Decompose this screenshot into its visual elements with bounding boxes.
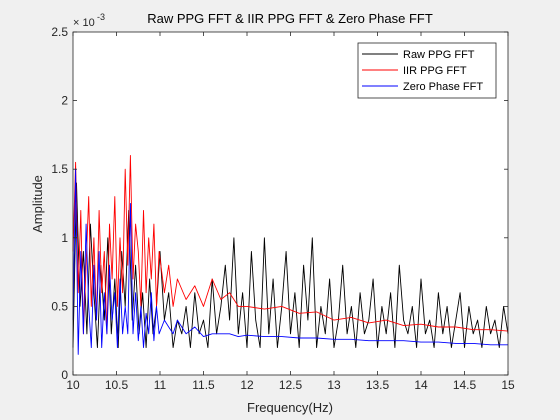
y-tick-label: 1.5 [51, 162, 68, 176]
series-line-zero-phase-fft [72, 168, 508, 355]
x-tick-label: 13.5 [366, 378, 390, 392]
y-axis-label: Amplitude [30, 175, 45, 233]
x-axis-label: Frequency(Hz) [247, 400, 333, 415]
axes-box [72, 31, 509, 376]
series-line-raw-ppg-fft [72, 182, 509, 349]
legend-label-iir: IIR PPG FFT [403, 65, 467, 77]
chart-title: Raw PPG FFT & IIR PPG FFT & Zero Phase F… [147, 11, 433, 26]
x-tick-label: 14 [414, 378, 428, 392]
x-tick-label: 10 [66, 378, 80, 392]
y-tick-label: 1 [61, 231, 68, 245]
x-tick-label: 14.5 [453, 378, 477, 392]
x-tick-label: 13 [327, 378, 341, 392]
series-layer [72, 155, 509, 355]
legend: Raw PPG FFT IIR PPG FFT Zero Phase FFT [357, 42, 497, 99]
x-tick-label: 10.5 [105, 378, 129, 392]
y-tick-label: 2 [61, 94, 68, 108]
x-tick-label: 11.5 [192, 378, 215, 392]
y-tick-label: 0 [61, 368, 68, 382]
series-line-iir-ppg-fft [72, 155, 509, 335]
x-tick-label: 12.5 [279, 378, 303, 392]
x-tick-label: 12 [240, 378, 254, 392]
y-exponent-base: × 10 [73, 17, 95, 29]
y-exponent-power: -3 [97, 12, 105, 22]
tick-layer: 10 10.5 11 11.5 12 12.5 13 13.5 14 14.5 1500.511.5… [51, 25, 515, 392]
y-tick-label: 2.5 [51, 25, 68, 39]
legend-label-zero-phase: Zero Phase FFT [403, 81, 483, 93]
x-tick-label: 11 [154, 378, 167, 392]
y-tick-label: 0.5 [51, 299, 68, 313]
legend-label-raw: Raw PPG FFT [403, 49, 475, 61]
x-tick-label: 15 [501, 378, 515, 392]
